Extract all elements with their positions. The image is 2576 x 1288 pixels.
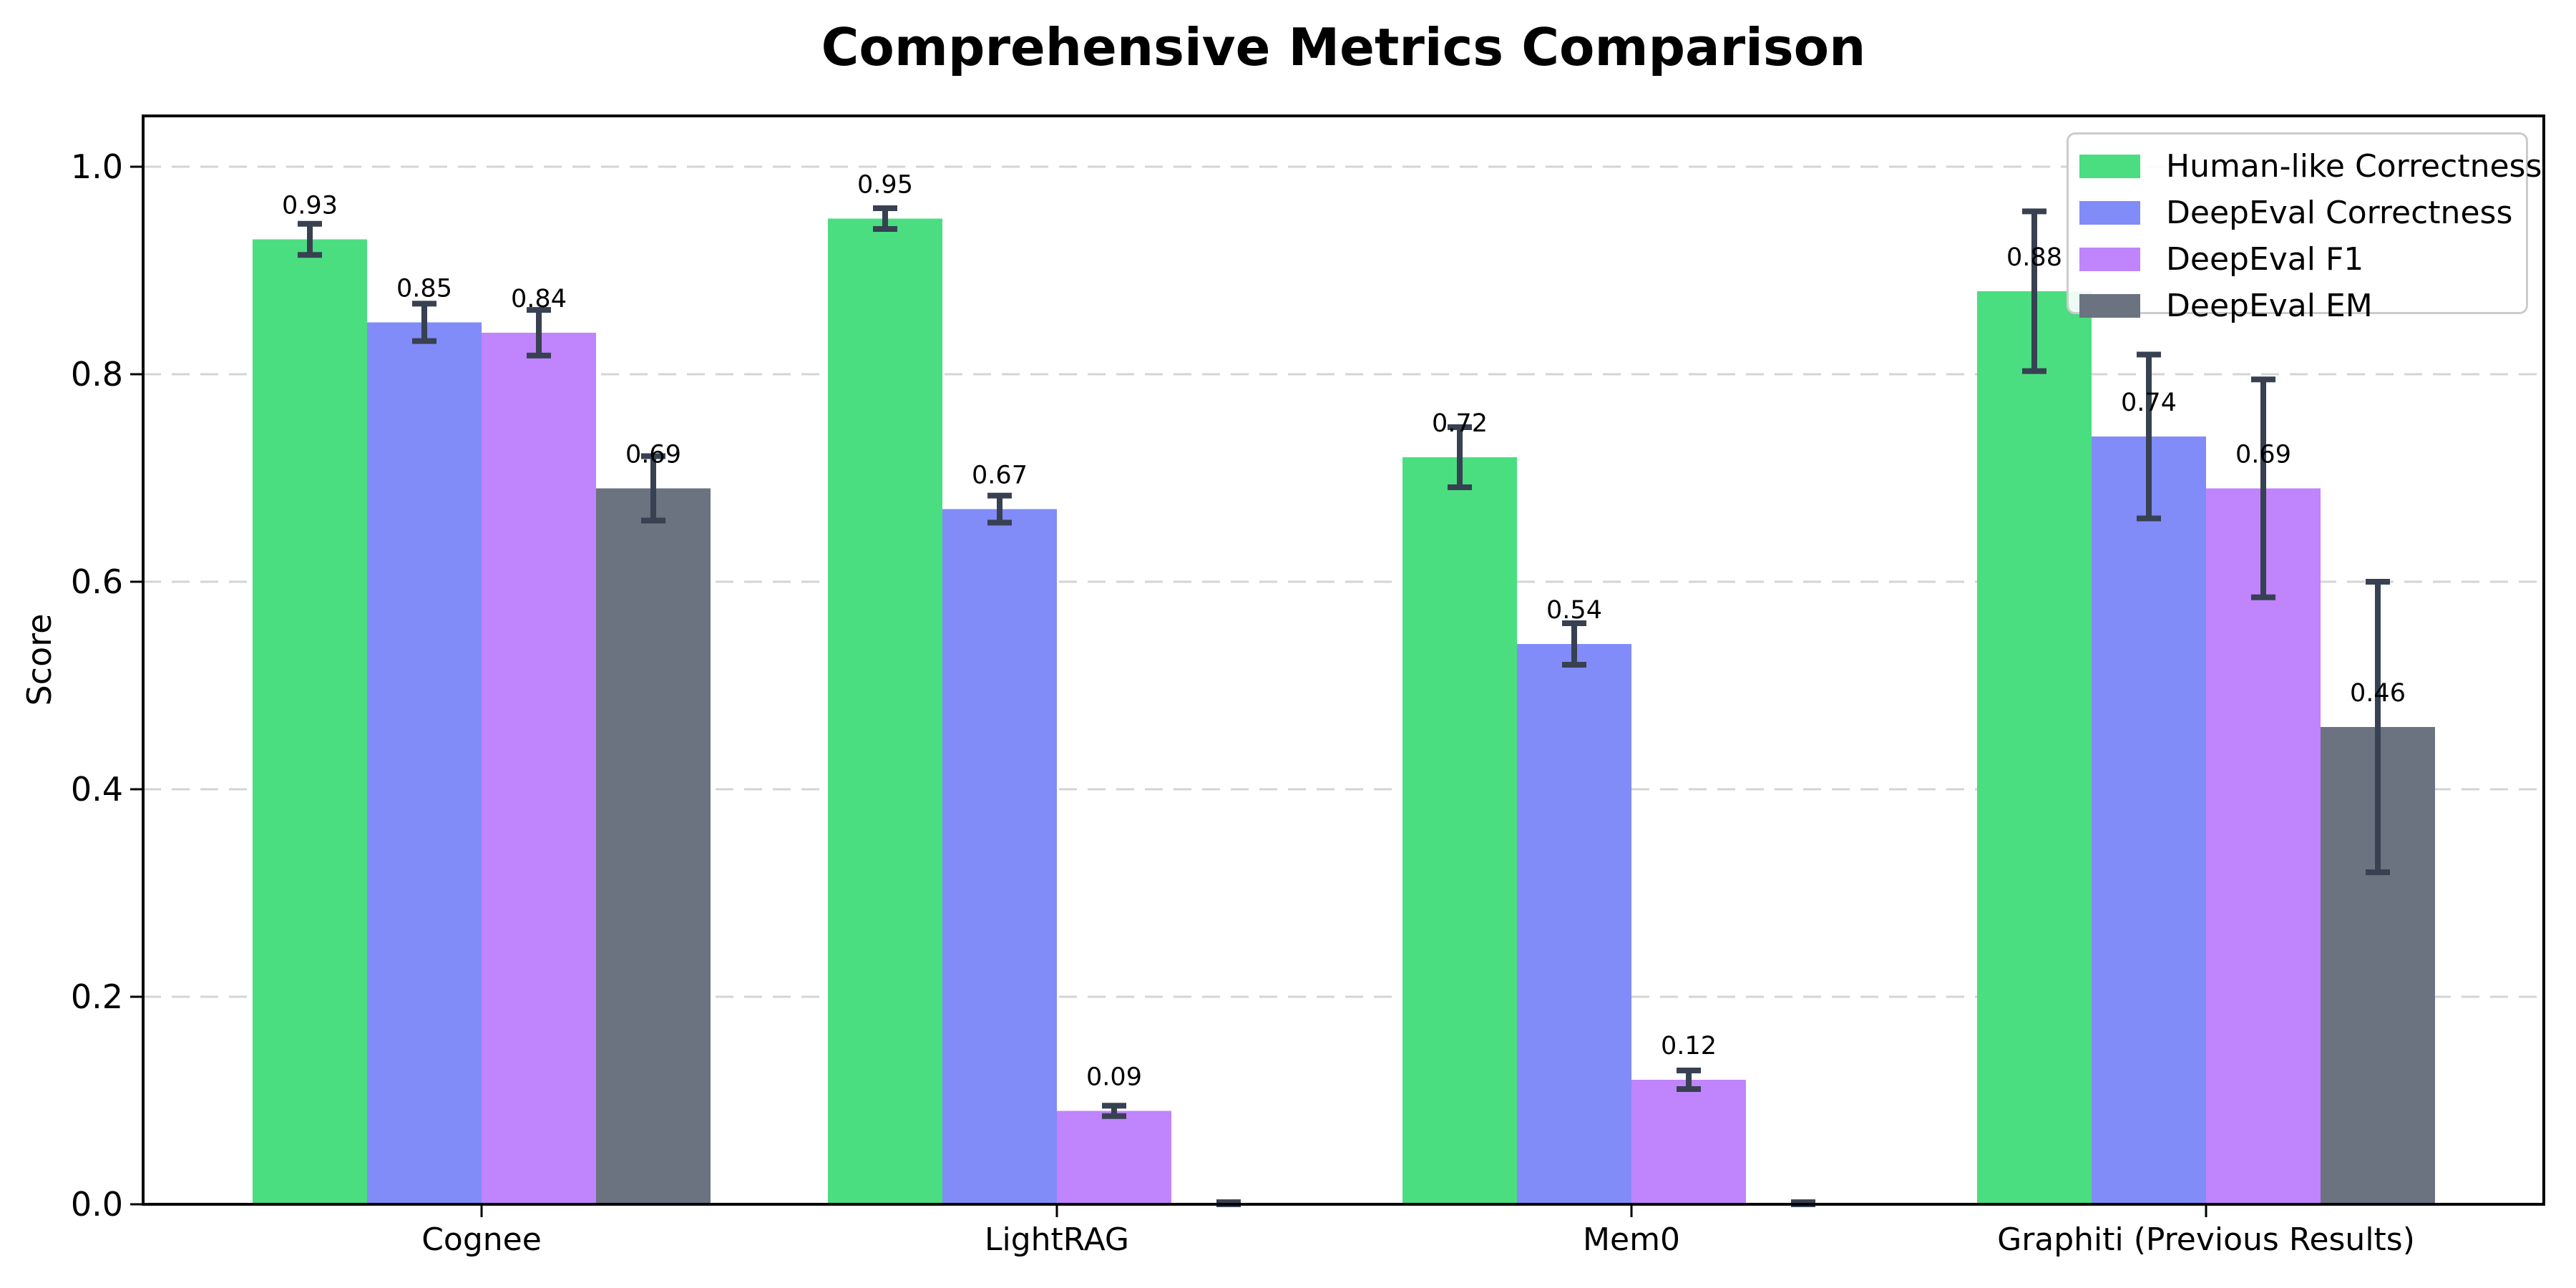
legend-item-label: DeepEval EM [2166, 288, 2373, 324]
bar-lightrag-s2 [1057, 1111, 1171, 1204]
chart-title: Comprehensive Metrics Comparison [821, 17, 1866, 77]
bar-value-label: 0.12 [1661, 1032, 1717, 1060]
legend: Human-like Correctness DeepEval Correctne… [2067, 132, 2542, 324]
legend-item-label: Human-like Correctness [2166, 148, 2542, 185]
bar-mem0-s1 [1517, 644, 1631, 1204]
legend-swatch-human-like-correctness [2079, 155, 2140, 178]
bar-value-label: 0.84 [511, 285, 567, 313]
legend-item-label: DeepEval Correctness [2166, 195, 2513, 231]
plot-frame [142, 114, 2545, 1206]
bar-value-label: 0.69 [2235, 441, 2291, 469]
legend-swatch-deepeval-correctness [2079, 201, 2140, 225]
bar-cognee-s1 [367, 322, 482, 1204]
y-tick-label: 0.2 [71, 977, 123, 1016]
y-tick-label: 0.0 [71, 1185, 123, 1224]
bar-graphiti-previous-results--s0 [1977, 291, 2092, 1204]
y-tick-label: 0.4 [71, 770, 123, 809]
legend-item: DeepEval Correctness [2079, 190, 2526, 236]
bar-mem0-s0 [1402, 457, 1517, 1204]
bar-value-label: 0.69 [625, 441, 681, 469]
x-tick-label: Graphiti (Previous Results) [1997, 1221, 2415, 1258]
bar-graphiti-previous-results--s1 [2092, 436, 2206, 1204]
bar-cognee-s3 [596, 488, 711, 1204]
bar-value-label: 0.46 [2350, 679, 2406, 708]
bar-value-label: 0.88 [2006, 243, 2062, 272]
x-tick-label: Mem0 [1583, 1221, 1680, 1258]
bar-cognee-s0 [253, 239, 367, 1204]
bar-mem0-s2 [1631, 1080, 1746, 1204]
y-tick-label: 0.8 [71, 355, 123, 394]
bar-cognee-s2 [482, 333, 596, 1204]
x-tick-label: Cognee [421, 1221, 542, 1258]
bar-lightrag-s1 [942, 509, 1057, 1204]
y-tick-label: 0.6 [71, 562, 123, 601]
bar-value-label: 0.74 [2121, 389, 2177, 417]
bar-value-label: 0.95 [857, 171, 913, 200]
bar-value-label: 0.72 [1432, 409, 1488, 438]
bar-graphiti-previous-results--s2 [2206, 488, 2321, 1204]
legend-item: Human-like Correctness [2079, 143, 2542, 190]
bar-value-label: 0.93 [282, 192, 338, 220]
bar-value-label: 0.85 [396, 275, 452, 303]
y-tick-label: 1.0 [71, 147, 123, 186]
legend-item: DeepEval EM [2079, 283, 2526, 329]
legend-item: DeepEval F1 [2079, 236, 2526, 283]
bar-value-label: 0.09 [1086, 1063, 1142, 1092]
bar-value-label: 0.54 [1546, 596, 1602, 625]
legend-swatch-deepeval-f1 [2079, 248, 2140, 271]
legend-item-label: DeepEval F1 [2166, 241, 2364, 278]
bar-lightrag-s0 [828, 218, 942, 1204]
x-tick-label: LightRAG [985, 1221, 1129, 1258]
bar-value-label: 0.67 [972, 462, 1028, 490]
legend-swatch-deepeval-em [2079, 294, 2140, 318]
